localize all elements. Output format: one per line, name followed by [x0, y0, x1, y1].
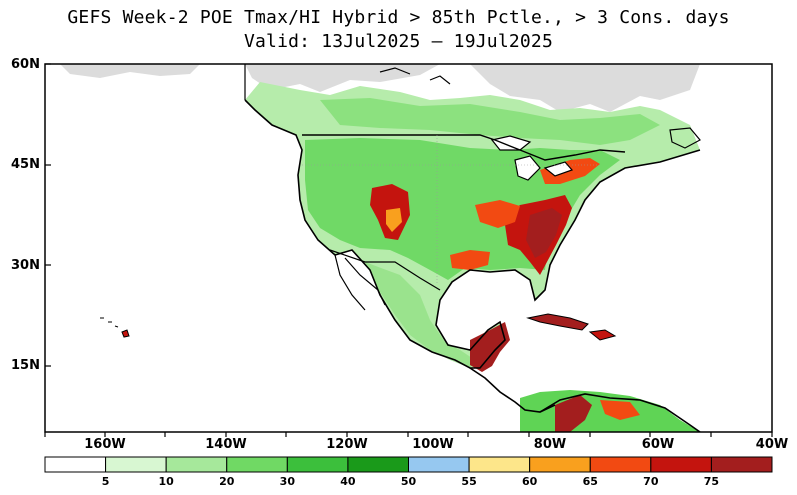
hispaniola-island — [588, 329, 617, 341]
colorbar-swatch — [286, 456, 349, 473]
high-prob-central-america — [470, 322, 510, 372]
colorbar-swatch — [650, 456, 712, 473]
colorbar-tick-label: 5 — [101, 475, 110, 488]
canada-green-patches — [320, 98, 660, 145]
lat-label-15n: 15N — [11, 358, 40, 373]
lat-label-60n: 60N — [11, 57, 40, 72]
no-data-region-alaska-canada — [245, 64, 440, 92]
interior-grid — [302, 135, 600, 285]
high-prob-colombia — [555, 395, 592, 432]
colorbar-swatch — [529, 456, 591, 473]
no-data-region-quebec — [470, 64, 700, 112]
map-layers — [60, 64, 701, 432]
hawaii-islands — [121, 329, 130, 338]
high-prob-rockies-edge — [386, 208, 402, 232]
colorbar-tick-label: 55 — [461, 475, 477, 488]
coastline-south-america — [539, 393, 701, 432]
no-data-region-northwest — [60, 64, 200, 78]
lon-label-140w: 140W — [205, 437, 247, 452]
colorbar-swatch — [468, 456, 531, 473]
colorbar-tick-label: 20 — [219, 475, 235, 488]
lon-label-100w: 100W — [412, 437, 454, 452]
cuba-island — [526, 313, 589, 331]
high-prob-ohio-valley — [475, 200, 520, 228]
lon-label-160w: 160W — [84, 437, 126, 452]
colorbar-tick-label: 40 — [340, 475, 356, 488]
colorbar-tick-label: 65 — [582, 475, 598, 488]
lat-ticks — [45, 63, 51, 367]
colorbar — [44, 456, 773, 473]
colorbar-swatch — [105, 456, 167, 473]
lon-label-60w: 60W — [641, 437, 675, 452]
map-title-line-2: Valid: 13Jul2025 – 19Jul2025 — [243, 31, 554, 52]
colorbar-swatch — [710, 456, 773, 473]
gulf-of-california — [344, 257, 386, 306]
us-mexico-border — [329, 249, 441, 291]
colorbar-swatch — [589, 456, 652, 473]
newfoundland-outline — [669, 127, 701, 149]
high-prob-southeast-core — [526, 208, 562, 258]
colorbar-tick-label: 60 — [522, 475, 538, 488]
mexico-green-region — [365, 262, 475, 368]
us-canada-border — [302, 134, 626, 161]
baja-california — [334, 254, 366, 311]
colorbar-swatch — [408, 456, 470, 473]
map-title-line-1: GEFS Week-2 POE Tmax/HI Hybrid > 85th Pc… — [67, 7, 730, 28]
coastline-north-america — [244, 99, 701, 369]
hawaii-islands-small — [100, 317, 119, 328]
hudson-bay-outline — [379, 67, 451, 85]
colorbar-tick-label: 50 — [400, 475, 417, 488]
lat-label-30n: 30N — [11, 258, 40, 273]
colorbar-swatch — [347, 456, 409, 473]
colorbar-tick-label: 10 — [158, 475, 174, 488]
lat-label-45n: 45N — [11, 157, 40, 172]
colorbar-swatch — [165, 456, 228, 473]
colorbar-swatch — [44, 456, 107, 473]
high-prob-venezuela — [600, 400, 640, 420]
colorbar-tick-label: 30 — [279, 475, 295, 488]
colorbar-swatch — [226, 456, 288, 473]
high-prob-gulf — [450, 250, 490, 270]
colorbar-tick-label: 70 — [643, 475, 659, 488]
lon-ticks — [44, 432, 773, 437]
lon-label-120w: 120W — [326, 437, 368, 452]
lon-label-80w: 80W — [533, 437, 567, 452]
lon-label-40w: 40W — [755, 437, 789, 452]
colorbar-tick-label: 75 — [703, 475, 720, 488]
